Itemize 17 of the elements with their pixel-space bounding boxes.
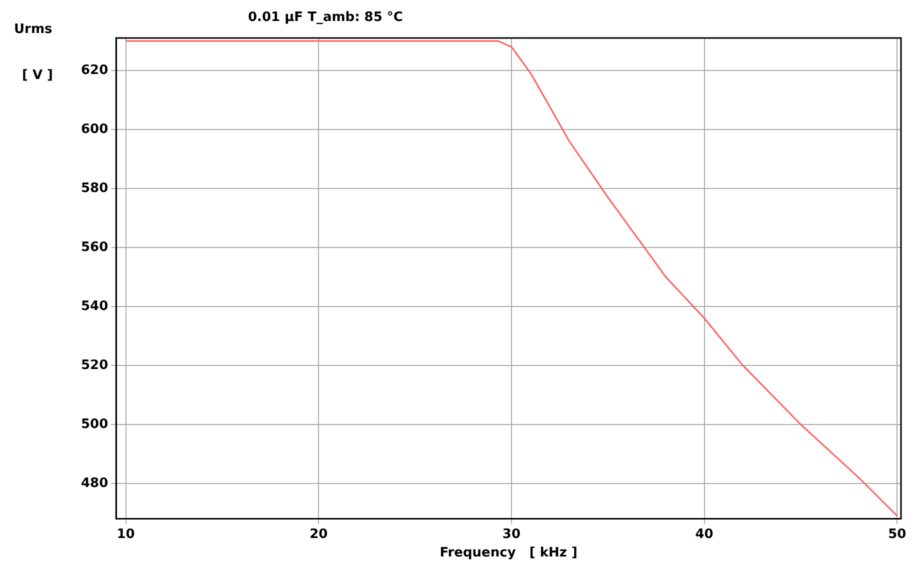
- y-tick-label: 520: [80, 358, 108, 373]
- x-axis-title: Frequency [ kHz ]: [440, 546, 578, 561]
- x-tick-label: 40: [695, 526, 714, 542]
- x-tick-label: 50: [888, 526, 906, 542]
- y-tick-label: 500: [80, 416, 108, 432]
- y-axis-title: Urms: [14, 22, 52, 37]
- y-tick-label: 480: [80, 476, 108, 491]
- x-tick-label: 30: [502, 526, 521, 542]
- y-tick-label: 560: [80, 240, 108, 255]
- y-tick-label: 620: [80, 62, 108, 78]
- x-tick-label: 20: [310, 526, 328, 542]
- y-tick-label: 600: [80, 122, 108, 137]
- chart-title: 0.01 µF T_amb: 85 °C: [248, 10, 403, 25]
- text: [ V ]: [22, 68, 53, 83]
- y-tick-label: 540: [80, 298, 108, 314]
- y-tick-label: 580: [80, 180, 108, 196]
- x-tick-label: 10: [116, 526, 135, 542]
